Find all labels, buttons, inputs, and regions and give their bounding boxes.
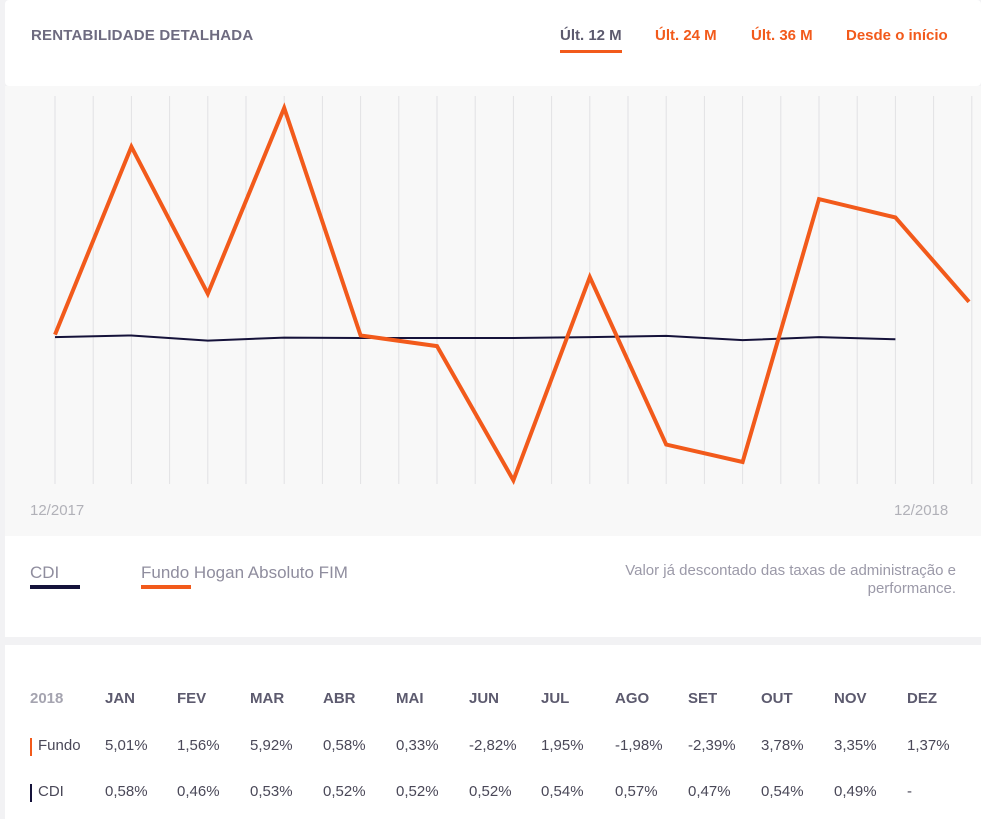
legend-fundo[interactable]: Fundo Hogan Absoluto FIM [141,563,348,589]
fundo-data-point[interactable] [660,439,672,451]
fundo-data-point[interactable] [737,456,749,468]
monthly-table: 2018 JAN FEV MAR ABR MAI JUN JUL AGO SET OUT NOV DE… [5,645,981,819]
month-header: DEZ [907,690,937,707]
tab-since-start[interactable]: Desde o início [846,27,948,44]
tab-36-months[interactable]: Últ. 36 M [751,27,813,44]
cdi-value: 0,54% [761,783,804,800]
cdi-value: 0,49% [834,783,877,800]
month-header: JUN [469,690,500,707]
fundo-data-point[interactable] [963,296,975,308]
fundo-value: 3,35% [834,737,877,754]
fundo-value: 0,58% [323,737,366,754]
fundo-data-point[interactable] [584,271,596,283]
fee-note: Valor já descontado das taxas de adminis… [625,562,956,597]
fundo-data-point[interactable] [125,141,137,153]
fundo-value: -1,98% [615,737,663,754]
cdi-data-point[interactable] [508,333,518,343]
cdi-value: 0,54% [541,783,584,800]
cdi-value: 0,46% [177,783,220,800]
cdi-data-point[interactable] [661,331,671,341]
tab-24-months[interactable]: Últ. 24 M [655,27,717,44]
table-year: 2018 [30,690,64,707]
x-axis-end-label: 12/2018 [894,502,949,519]
fundo-data-point[interactable] [202,288,214,300]
cdi-data-point[interactable] [432,333,442,343]
cdi-data-point[interactable] [203,336,213,346]
fundo-value: 1,56% [177,737,220,754]
cdi-value: 0,52% [396,783,439,800]
fundo-value: -2,82% [469,737,517,754]
fundo-value: -2,39% [688,737,736,754]
row-label-fundo-text: Fundo [38,737,81,754]
fundo-value: 1,95% [541,737,584,754]
legend-cdi-label: CDI [30,563,60,582]
legend-card: CDI Fundo Hogan Absoluto FIM Valor já de… [5,536,981,637]
fundo-value: 5,01% [105,737,148,754]
cdi-data-point[interactable] [585,332,595,342]
row-label-cdi: CDI [30,783,64,802]
legend-fundo-label: Fundo Hogan Absoluto FIM [141,563,348,582]
fundo-value: 0,33% [396,737,439,754]
legend-cdi[interactable]: CDI [30,563,80,589]
series-line-fundo [53,102,971,486]
cdi-data-point[interactable] [126,330,136,340]
month-header: MAI [396,690,424,707]
cdi-marker [30,784,32,802]
cdi-data-point[interactable] [738,335,748,345]
tab-12-months[interactable]: Últ. 12 M [560,27,622,53]
month-header: ABR [323,690,356,707]
series-line-cdi [54,334,896,342]
month-header: SET [688,690,718,707]
section-title: RENTABILIDADE DETALHADA [31,27,254,44]
legend-fundo-swatch [141,585,191,589]
fundo-value: 5,92% [250,737,293,754]
fundo-data-point[interactable] [813,193,825,205]
cdi-value: 0,52% [323,783,366,800]
fundo-value: 1,37% [907,737,950,754]
cdi-data-point[interactable] [890,334,900,344]
cdi-value: 0,57% [615,783,658,800]
row-label-cdi-text: CDI [38,783,64,800]
chart-svg [50,96,975,486]
month-header: AGO [615,690,650,707]
fundo-value: 3,78% [761,737,804,754]
x-axis-start-label: 12/2017 [30,502,85,519]
cdi-data-point[interactable] [814,332,824,342]
month-header: NOV [834,690,867,707]
month-header: OUT [761,690,793,707]
fundo-data-point[interactable] [889,211,901,223]
header-card: RENTABILIDADE DETALHADA Últ. 12 M Últ. 2… [5,0,981,86]
fundo-marker [30,738,32,756]
month-header: JAN [105,690,136,707]
rentability-chart: 12/2017 12/2018 [5,86,981,536]
cdi-value: 0,47% [688,783,731,800]
month-header: FEV [177,690,207,707]
fundo-data-point[interactable] [507,474,519,486]
cdi-value: 0,58% [105,783,148,800]
legend-cdi-swatch [30,585,80,589]
cdi-value: 0,52% [469,783,512,800]
cdi-data-point[interactable] [50,332,60,342]
fundo-data-point[interactable] [278,102,290,114]
row-label-fundo: Fundo [30,737,81,756]
month-header: JUL [541,690,570,707]
cdi-value: 0,53% [250,783,293,800]
cdi-data-point[interactable] [356,333,366,343]
cdi-value: - [907,783,912,800]
cdi-data-point[interactable] [279,333,289,343]
month-header: MAR [250,690,285,707]
